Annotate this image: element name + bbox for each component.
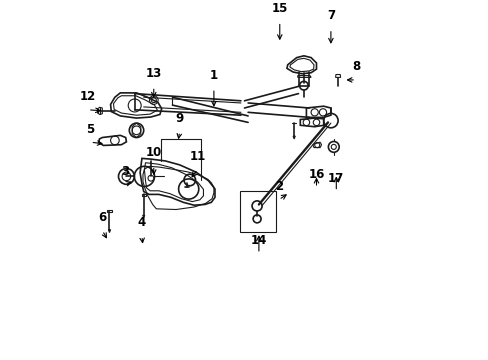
Circle shape [148,175,153,181]
Polygon shape [292,136,295,139]
Text: 6: 6 [98,211,106,224]
Text: 13: 13 [145,67,162,80]
Text: 11: 11 [189,150,205,163]
Text: 14: 14 [250,234,266,247]
Text: 8: 8 [351,60,360,73]
Text: 17: 17 [327,172,344,185]
Text: 1: 1 [209,69,218,82]
Text: 3: 3 [121,165,129,178]
Text: 12: 12 [80,90,96,103]
Polygon shape [142,215,144,217]
Text: 2: 2 [274,180,282,193]
Polygon shape [98,107,102,114]
Text: 7: 7 [326,9,334,22]
Polygon shape [108,230,110,233]
Bar [240,191,276,232]
Text: 15: 15 [271,2,287,15]
Text: 4: 4 [138,216,146,229]
Text: 5: 5 [86,123,94,136]
Text: 10: 10 [145,146,162,159]
Text: 16: 16 [307,168,324,181]
Text: 9: 9 [175,112,183,125]
